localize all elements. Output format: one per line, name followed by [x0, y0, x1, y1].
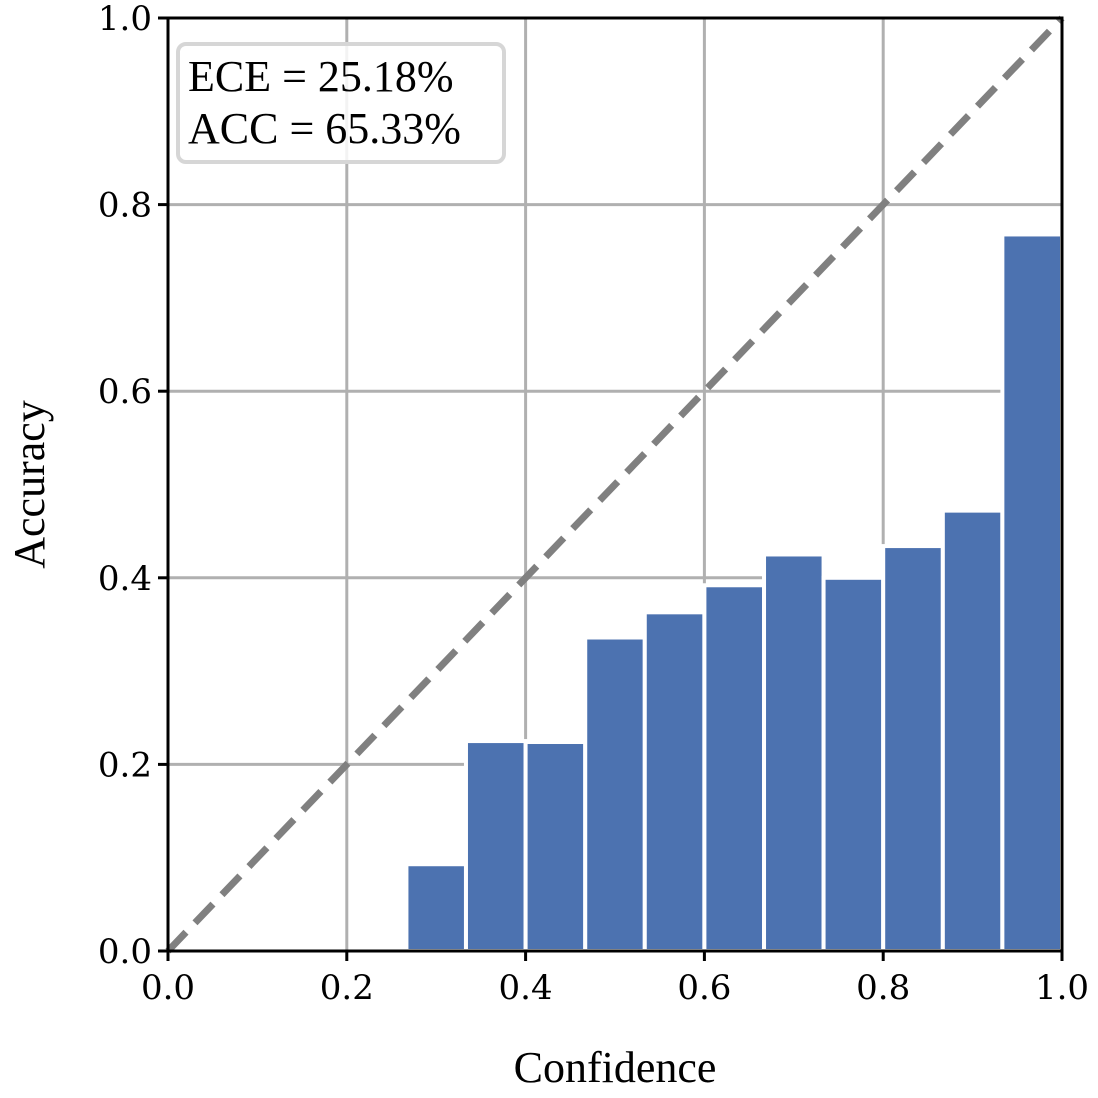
x-axis-title: Confidence	[514, 1043, 717, 1092]
bar-10	[1000, 232, 1064, 953]
x-tick-label-0: 0.0	[141, 968, 195, 1008]
y-axis-ticks: 0.0 0.2 0.4 0.6 0.8 1.0	[98, 0, 168, 972]
reference-diagonal	[165, 15, 1065, 954]
legend-acc: ACC = 65.33%	[188, 104, 461, 153]
bar-3	[583, 635, 647, 954]
y-tick-label-4: 0.8	[98, 186, 152, 226]
y-tick-label-0: 0.0	[98, 932, 152, 972]
legend: ECE = 25.18% ACC = 65.33%	[176, 42, 506, 164]
reference-line	[165, 15, 1065, 954]
bar-1	[463, 739, 528, 954]
legend-ece: ECE = 25.18%	[188, 52, 454, 101]
bar-9	[940, 508, 1005, 953]
x-tick-label-4: 0.8	[856, 968, 910, 1008]
y-tick-label-5: 1.0	[98, 0, 152, 39]
bar-0	[404, 862, 468, 954]
bars	[404, 232, 1064, 954]
bar-4	[642, 610, 707, 953]
axes-frame	[166, 16, 1064, 953]
bar-7	[821, 575, 886, 953]
x-tick-label-5: 1.0	[1035, 968, 1089, 1008]
x-tick-label-1: 0.2	[320, 968, 374, 1008]
y-tick-label-1: 0.2	[98, 745, 152, 785]
x-tick-label-2: 0.4	[499, 968, 553, 1008]
y-axis-title: Accuracy	[5, 400, 54, 569]
y-tick-label-3: 0.6	[98, 372, 152, 412]
bar-6	[762, 552, 826, 953]
x-tick-label-3: 0.6	[677, 968, 731, 1008]
legend-box	[176, 42, 506, 164]
bar-2	[523, 740, 588, 953]
y-tick-label-2: 0.4	[98, 559, 152, 599]
bar-8	[881, 544, 945, 953]
x-axis-ticks: 0.0 0.2 0.4 0.6 0.8 1.0	[141, 951, 1089, 1008]
bar-5	[702, 583, 767, 953]
